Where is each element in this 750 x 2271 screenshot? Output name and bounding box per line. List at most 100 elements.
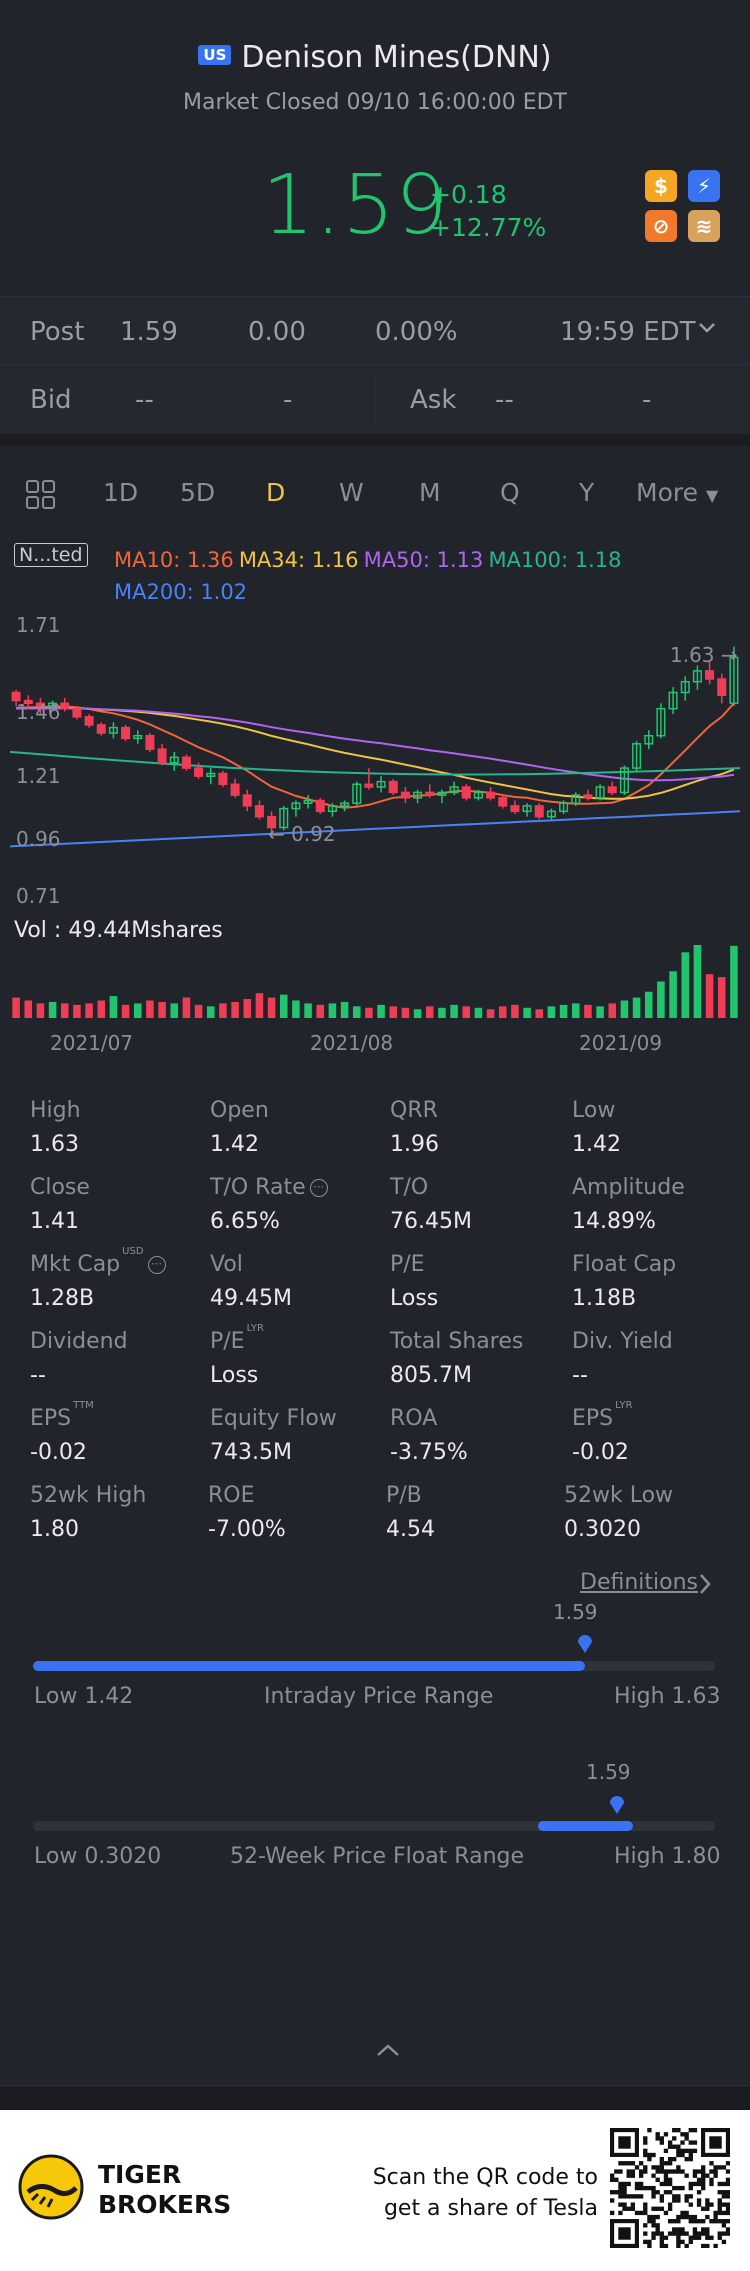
qr-module <box>684 2214 689 2220</box>
qr-module <box>725 2219 730 2224</box>
qr-module <box>688 2194 693 2199</box>
grid-icon[interactable] <box>26 480 56 510</box>
stat-label: T/O Rate ⋯ <box>210 1175 328 1200</box>
qr-module <box>721 2194 727 2199</box>
volume-bar <box>559 1004 568 1018</box>
qr-module <box>626 2194 631 2199</box>
stat-value: Loss <box>210 1363 259 1388</box>
candlestick-chart[interactable] <box>0 600 750 1050</box>
qr-module <box>725 2194 730 2199</box>
caret-down-icon: ▼ <box>705 486 719 505</box>
info-icon[interactable]: ⋯ <box>309 1179 328 1197</box>
qr-module <box>672 2198 677 2203</box>
qr-module <box>672 2169 677 2174</box>
qr-module <box>713 2243 718 2248</box>
qr-module <box>676 2194 681 2199</box>
qr-module <box>684 2156 689 2162</box>
ma100-label: MA100: 1.18 <box>488 548 622 572</box>
stat-value: 1.42 <box>572 1132 621 1157</box>
layers-icon[interactable]: ≋ <box>688 210 720 242</box>
stat-label: P/E <box>390 1252 425 1277</box>
candle-body <box>121 726 131 740</box>
qr-module <box>672 2144 677 2149</box>
tab-1d[interactable]: 1D <box>103 478 139 507</box>
price-change: +0.18 <box>430 180 507 209</box>
qr-module <box>717 2165 722 2170</box>
qr-module <box>634 2194 640 2199</box>
candle-body <box>461 786 471 799</box>
lightning-icon[interactable]: ⚡ <box>688 170 720 202</box>
qr-module <box>672 2128 677 2133</box>
tab-w[interactable]: W <box>339 478 364 507</box>
qr-module <box>634 2165 640 2170</box>
qr-module <box>667 2144 673 2149</box>
candle-body <box>388 780 398 794</box>
qr-module <box>618 2210 623 2216</box>
stat-label-text: ROA <box>390 1406 438 1431</box>
low-marker-value: 0.92 <box>291 822 336 846</box>
qr-module <box>713 2165 718 2170</box>
qr-module <box>701 2169 706 2174</box>
stat-label-text: Open <box>210 1098 269 1123</box>
qr-module <box>696 2169 702 2174</box>
stat-label-text: T/O Rate <box>210 1175 306 1200</box>
chevron-down-icon[interactable] <box>698 322 716 334</box>
chevron-right-icon[interactable] <box>698 1573 712 1595</box>
post-time[interactable]: 19:59 EDT <box>560 317 696 347</box>
tab-q[interactable]: Q <box>500 478 520 507</box>
qr-module <box>610 2177 615 2182</box>
stat-value: 14.89% <box>572 1209 656 1234</box>
tab-5d[interactable]: 5D <box>180 478 216 507</box>
stat-label: P/ELYR <box>210 1323 264 1354</box>
qr-module <box>663 2190 669 2195</box>
week52-title: 52-Week Price Float Range <box>230 1844 525 1869</box>
qr-module <box>618 2181 623 2187</box>
qr-module <box>717 2231 722 2236</box>
stat-label: ROE <box>208 1483 255 1508</box>
qr-module <box>655 2190 660 2195</box>
stat-label: Div. Yield <box>572 1329 673 1354</box>
qr-module <box>676 2165 681 2170</box>
qr-module <box>713 2219 718 2224</box>
stat-value: -7.00% <box>208 1517 286 1542</box>
tab-m[interactable]: M <box>419 478 441 507</box>
candle-body <box>194 767 204 777</box>
qr-module <box>725 2231 730 2236</box>
qr-module <box>659 2156 664 2162</box>
qr-module <box>651 2231 656 2236</box>
tab-y[interactable]: Y <box>579 478 595 507</box>
qr-module <box>684 2173 689 2178</box>
qr-module <box>680 2227 685 2232</box>
chevron-up-icon[interactable] <box>376 2043 400 2057</box>
y-tick-5: 0.71 <box>16 884 61 908</box>
adjust-tag[interactable]: N...ted <box>14 543 88 567</box>
qr-module <box>713 2214 718 2220</box>
qr-module <box>647 2152 652 2158</box>
candle-body <box>352 783 362 804</box>
tab-more[interactable]: More ▼ <box>636 478 718 507</box>
last-price: 1.59 <box>262 158 449 253</box>
tab-d[interactable]: D <box>266 478 286 507</box>
ma200-line <box>9 810 741 848</box>
ask-size: - <box>642 385 652 415</box>
qr-module <box>696 2235 702 2240</box>
candle-body <box>619 767 629 794</box>
volume-bar <box>328 1003 337 1018</box>
volume-bar <box>462 1006 471 1018</box>
dollar-icon[interactable]: $ <box>645 170 677 202</box>
no-short-icon[interactable]: ⊘ <box>645 210 677 242</box>
qr-module <box>725 2181 730 2187</box>
qr-module <box>659 2198 664 2203</box>
price-change-pct: +12.77% <box>430 213 547 242</box>
candle-body <box>583 794 593 799</box>
qr-module <box>651 2152 656 2158</box>
volume-bar <box>206 1006 215 1018</box>
definitions-link[interactable]: Definitions <box>580 1570 698 1595</box>
candle-body <box>181 756 191 769</box>
qr-module <box>676 2185 681 2191</box>
intraday-high: High 1.63 <box>614 1684 721 1709</box>
info-icon[interactable]: ⋯ <box>147 1256 166 1274</box>
qr-module <box>659 2235 664 2240</box>
qr-module <box>676 2227 681 2232</box>
qr-module <box>659 2140 664 2145</box>
